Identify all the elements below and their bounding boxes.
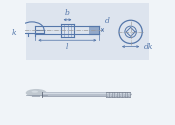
Text: l: l — [66, 43, 69, 51]
Text: k: k — [12, 29, 17, 37]
Ellipse shape — [32, 91, 38, 93]
Bar — [32, 95, 40, 97]
Text: d: d — [105, 17, 110, 25]
Text: dk: dk — [144, 43, 153, 51]
Bar — [26, 2, 149, 60]
Bar — [42, 92, 130, 97]
Text: b: b — [65, 9, 70, 17]
Ellipse shape — [26, 89, 47, 97]
Polygon shape — [130, 92, 132, 97]
